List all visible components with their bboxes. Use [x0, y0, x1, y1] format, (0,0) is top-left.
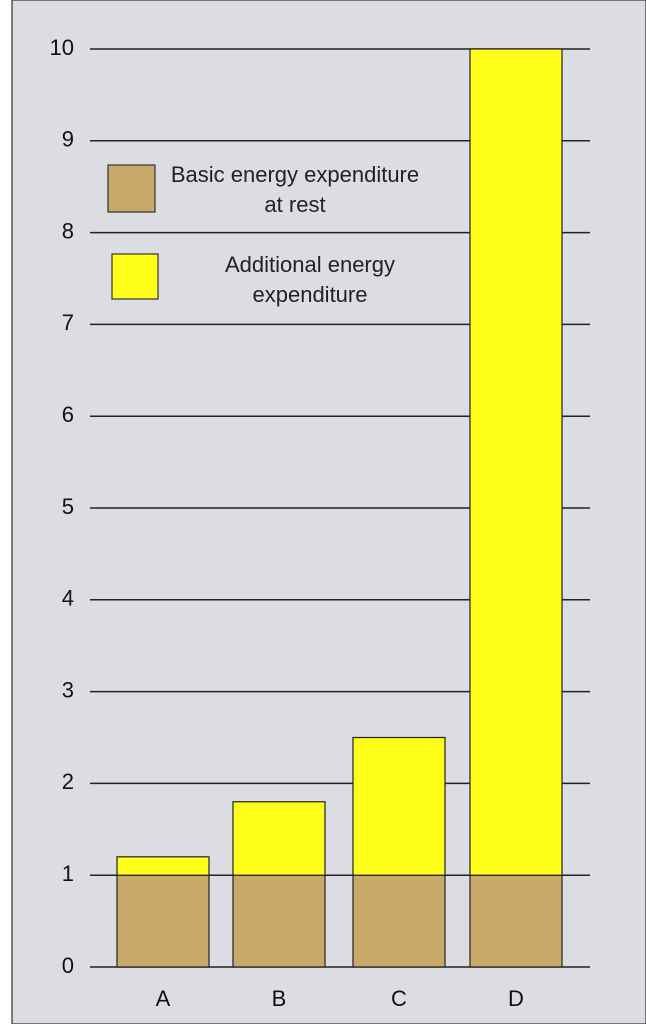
x-tick-label: C — [391, 986, 407, 1011]
y-tick-label: 1 — [62, 861, 74, 886]
bar-segment — [469, 48, 563, 876]
y-tick-label: 7 — [62, 310, 74, 335]
y-tick-label: 8 — [62, 218, 74, 243]
bar-segment — [352, 736, 446, 876]
legend-label: Additional energy expenditure — [224, 252, 395, 307]
bar-segment — [116, 874, 210, 968]
x-tick-label: A — [156, 986, 171, 1011]
y-tick-label: 4 — [62, 586, 74, 611]
bar-segment — [469, 874, 563, 968]
bar-segment — [232, 801, 326, 876]
legend-swatch — [111, 253, 159, 300]
y-tick-label: 10 — [50, 35, 74, 60]
y-tick-label: 5 — [62, 494, 74, 519]
y-tick-label: 6 — [62, 402, 74, 427]
legend-label: Basic energy expenditure at rest — [170, 162, 420, 217]
bar-segment — [232, 874, 326, 968]
y-tick-label: 0 — [62, 953, 74, 978]
bar-segment — [116, 856, 210, 876]
bar-segment — [352, 874, 446, 968]
x-tick-label: D — [508, 986, 524, 1011]
y-tick-label: 2 — [62, 769, 74, 794]
legend-swatch — [107, 164, 156, 213]
x-tick-label: B — [272, 986, 287, 1011]
y-tick-label: 3 — [62, 677, 74, 702]
y-tick-label: 9 — [62, 127, 74, 152]
